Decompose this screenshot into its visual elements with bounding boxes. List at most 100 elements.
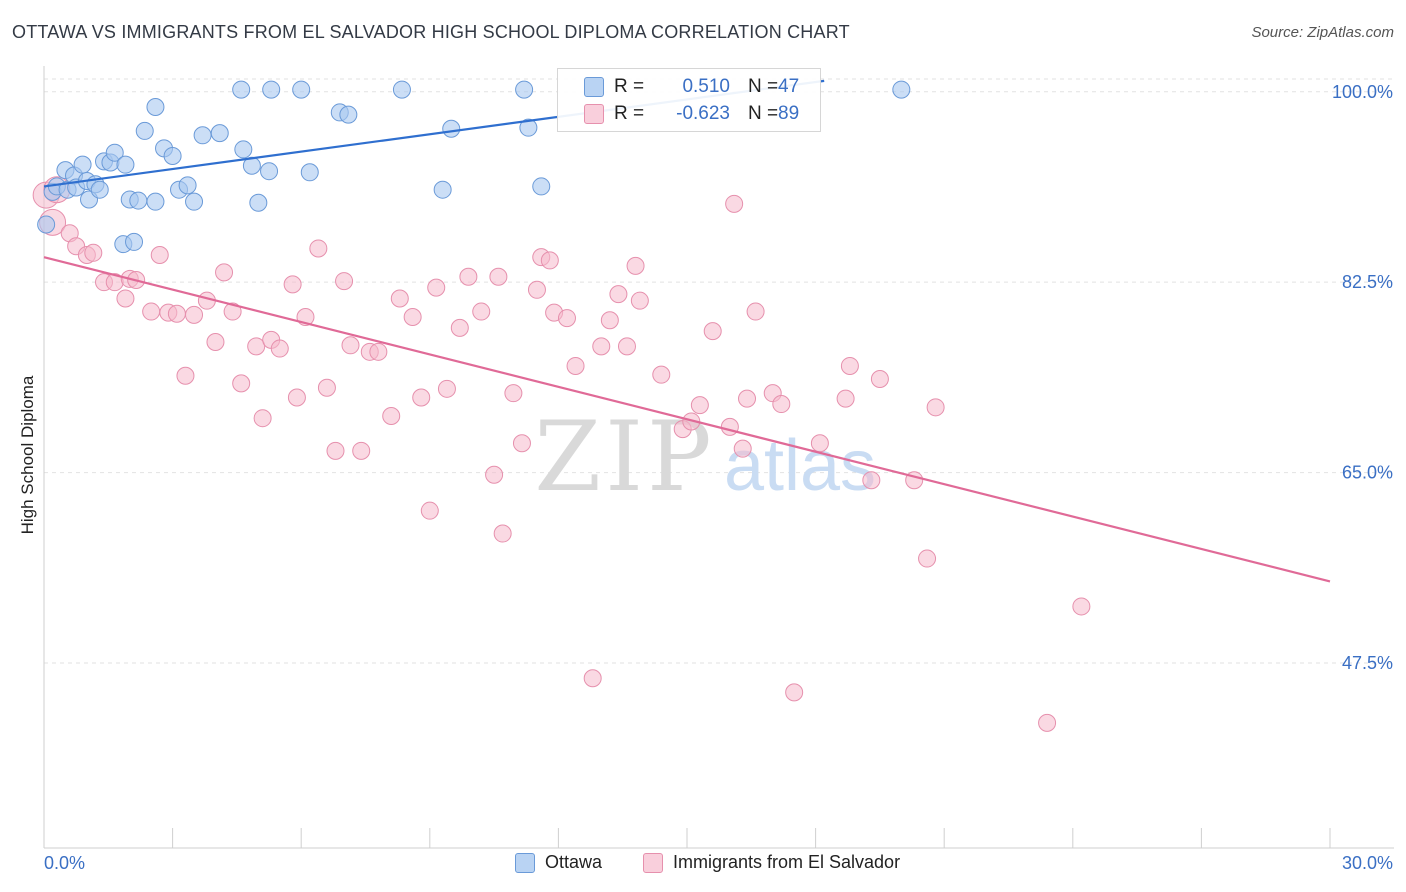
y-tick-label: 65.0%	[1342, 463, 1393, 483]
point-el-salvador	[427, 278, 446, 297]
point-el-salvador	[223, 302, 242, 321]
point-ottawa	[90, 180, 109, 199]
legend-row-ottawa: R = 0.510 N = 47	[558, 73, 799, 101]
point-el-salvador	[352, 441, 371, 460]
point-el-salvador	[918, 549, 937, 568]
point-el-salvador	[600, 311, 619, 330]
point-el-salvador	[840, 356, 859, 375]
legend-n-value: 89	[778, 103, 800, 124]
legend-n-label: N =	[748, 103, 779, 124]
watermark-zip: ZIP	[534, 401, 715, 513]
point-ottawa	[125, 232, 144, 251]
point-ottawa	[433, 180, 452, 199]
point-ottawa	[519, 118, 538, 137]
point-el-salvador	[485, 465, 504, 484]
point-el-salvador	[609, 285, 628, 304]
point-el-salvador	[459, 267, 478, 286]
legend-swatch-el-salvador	[584, 104, 604, 124]
point-el-salvador	[390, 289, 409, 308]
point-el-salvador	[926, 398, 945, 417]
legend-r-label: R =	[614, 103, 645, 124]
legend-n-value: 47	[778, 76, 800, 97]
point-el-salvador	[403, 308, 422, 327]
point-el-salvador	[836, 389, 855, 408]
point-ottawa	[146, 97, 165, 116]
point-el-salvador	[504, 384, 523, 403]
point-ottawa	[163, 146, 182, 165]
point-ottawa	[392, 80, 411, 99]
legend-r-value: -0.623	[676, 103, 730, 124]
point-ottawa	[892, 80, 911, 99]
point-ottawa	[116, 155, 135, 174]
bottom-legend-el-salvador: Immigrants from El Salvador	[643, 852, 900, 873]
point-ottawa	[129, 191, 148, 210]
point-ottawa	[210, 124, 229, 143]
point-el-salvador	[512, 434, 531, 453]
legend-n-label: N =	[748, 76, 779, 97]
point-el-salvador	[185, 305, 204, 324]
point-el-salvador	[412, 388, 431, 407]
point-el-salvador	[341, 336, 360, 355]
y-tick-label: 100.0%	[1332, 82, 1393, 102]
point-el-salvador	[626, 256, 645, 275]
point-ottawa	[292, 80, 311, 99]
point-ottawa	[178, 176, 197, 195]
legend-swatch-ottawa	[584, 77, 604, 97]
point-el-salvador	[283, 275, 302, 294]
point-el-salvador	[725, 194, 744, 213]
watermark: ZIP atlas	[534, 401, 876, 513]
point-el-salvador	[810, 434, 829, 453]
point-el-salvador	[309, 239, 328, 258]
x-tick-label-min: 0.0%	[44, 853, 85, 873]
point-ottawa	[300, 163, 319, 182]
point-el-salvador	[369, 342, 388, 361]
point-el-salvador	[232, 374, 251, 393]
point-ottawa	[339, 105, 358, 124]
point-el-salvador	[270, 339, 289, 358]
point-ottawa	[105, 143, 124, 162]
point-el-salvador	[690, 396, 709, 415]
point-el-salvador	[540, 251, 559, 270]
point-el-salvador	[772, 395, 791, 414]
point-el-salvador	[703, 322, 722, 341]
point-el-salvador	[167, 304, 186, 323]
bottom-legend-swatch-ottawa	[515, 852, 535, 873]
bottom-legend-ottawa: Ottawa	[515, 852, 602, 873]
point-el-salvador	[720, 417, 739, 436]
x-tick-label-max: 30.0%	[1342, 853, 1393, 873]
point-el-salvador	[215, 263, 234, 282]
point-ottawa	[442, 119, 461, 138]
chart-title: OTTAWA VS IMMIGRANTS FROM EL SALVADOR HI…	[12, 22, 850, 42]
bottom-legend-swatch-el-salvador	[643, 852, 663, 873]
point-el-salvador	[247, 337, 266, 356]
bottom-legend-label-el-salvador: Immigrants from El Salvador	[673, 852, 901, 872]
point-el-salvador	[1072, 597, 1091, 616]
bottom-legend-label-ottawa: Ottawa	[545, 852, 603, 872]
point-el-salvador	[870, 370, 889, 389]
point-el-salvador	[317, 378, 336, 397]
point-el-salvador	[527, 280, 546, 299]
legend: R = 0.510 N = 47 R = -0.623 N = 89	[557, 68, 821, 132]
legend-row-el-salvador: R = -0.623 N = 89	[558, 100, 799, 128]
axes	[43, 66, 1394, 849]
point-el-salvador	[733, 439, 752, 458]
point-el-salvador	[557, 309, 576, 328]
point-el-salvador	[176, 366, 195, 385]
point-ottawa	[260, 162, 279, 181]
tick-labels: 47.5% 65.0% 82.5% 100.0% 0.0% 30.0%	[44, 82, 1393, 873]
point-el-salvador	[862, 471, 881, 490]
legend-r-label: R =	[614, 76, 645, 97]
point-el-salvador	[420, 501, 439, 520]
point-el-salvador	[652, 365, 671, 384]
point-el-salvador	[287, 388, 306, 407]
point-el-salvador	[326, 441, 345, 460]
y-tick-label: 82.5%	[1342, 272, 1393, 292]
point-el-salvador	[592, 337, 611, 356]
point-el-salvador	[738, 389, 757, 408]
point-el-salvador	[150, 245, 169, 264]
point-el-salvador	[206, 333, 225, 352]
point-el-salvador	[617, 337, 636, 356]
point-el-salvador	[493, 524, 512, 543]
y-tick-label: 47.5%	[1342, 653, 1393, 673]
trend-line-el-salvador	[43, 256, 1331, 583]
